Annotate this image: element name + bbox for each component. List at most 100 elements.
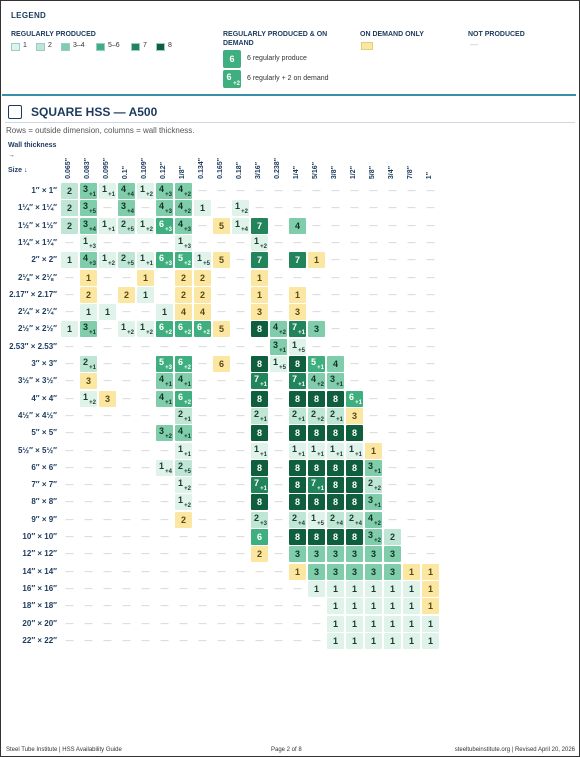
availability-cell: 8 [308, 459, 325, 476]
availability-cell: 7 [289, 252, 306, 269]
cell-main: 2 [66, 220, 72, 231]
column-header: 3/16″ [255, 162, 262, 179]
not-produced: — [65, 601, 74, 611]
not-produced: — [122, 635, 131, 645]
availability-cell: 8 [346, 425, 363, 442]
not-produced: — [141, 462, 150, 472]
cell-extra: +1 [317, 365, 324, 371]
not-produced: — [274, 272, 283, 282]
not-produced: — [426, 480, 435, 490]
on-demand-cell: 1 [403, 563, 420, 580]
cell-main: 3 [389, 549, 395, 560]
cell-main: 1 [351, 601, 357, 612]
cell-main: 1 [370, 583, 376, 594]
cell-main: 1 [82, 391, 88, 402]
cell-main: 5 [218, 324, 224, 335]
availability-cell: 1 +2 [232, 200, 249, 217]
cell-main: 2 [180, 272, 186, 283]
cell-main: 1 [427, 583, 433, 594]
not-produced: — [84, 532, 93, 541]
cell-main: 7 [294, 255, 300, 266]
not-produced: — [103, 601, 112, 611]
row-label: 12″ × 12″ [22, 549, 57, 559]
cell-extra: +2 [165, 434, 172, 441]
on-demand-cell: 4 [194, 304, 211, 321]
cell-main: 6 [177, 357, 183, 367]
legend-group-title: REGULARLY PRODUCED & ON DEMAND [223, 31, 328, 47]
availability-cell: 8 [289, 477, 306, 494]
availability-cell: 2 +4 [346, 511, 363, 528]
availability-cell: 1 +2 [175, 494, 192, 511]
availability-cell: 8 [308, 390, 325, 407]
availability-cell: 2 +5 [175, 459, 192, 476]
cell-main: 1 [332, 635, 338, 646]
cell-main: 1 [196, 253, 202, 264]
on-demand-cell: 1 [422, 598, 439, 615]
not-produced: — [160, 237, 169, 247]
availability-cell: 4 +1 [175, 373, 192, 390]
availability-cell: 4 +3 [175, 217, 192, 234]
cell-main: 1 [142, 272, 148, 283]
not-produced: — [198, 480, 207, 490]
row-label: 18″ × 18″ [22, 601, 57, 611]
column-header: 1/4″ [293, 165, 300, 179]
not-produced: — [407, 237, 416, 247]
not-produced: — [426, 220, 435, 230]
availability-cell: 3 +1 [80, 321, 97, 338]
cell-main: 4 [120, 184, 126, 194]
cell-main: 2 [367, 478, 373, 489]
column-header: 0.095″ [103, 158, 110, 179]
cell-main: 5 [310, 357, 316, 367]
not-produced: — [198, 514, 207, 524]
cell-main: 2 [120, 253, 126, 264]
availability-cell: 1 [61, 321, 78, 338]
not-produced: — [122, 514, 131, 524]
row-label: 1½″ × 1½″ [17, 220, 57, 230]
not-produced: — [331, 220, 340, 230]
not-produced: — [274, 601, 283, 611]
cell-extra: +1 [260, 416, 267, 423]
availability-cell: 1 +2 [251, 234, 268, 251]
cell-extra: +3 [165, 365, 172, 371]
cell-extra: +2 [184, 261, 191, 268]
cell-extra: +1 [279, 347, 286, 354]
availability-cell: 3 [308, 563, 325, 580]
not-produced: — [426, 272, 435, 282]
cell-main: 8 [313, 428, 319, 439]
availability-cell: 1 +2 [80, 390, 97, 407]
cell-main: 7 [256, 220, 262, 231]
cell-main: 7 [253, 478, 259, 489]
not-produced: — [388, 255, 397, 265]
on-demand-cell: 5 [213, 321, 230, 338]
legend-swatch [11, 43, 20, 51]
not-produced: — [217, 186, 226, 195]
not-produced: — [350, 341, 359, 351]
not-produced: — [236, 272, 245, 282]
cell-main: 1 [66, 324, 72, 335]
cell-main: 1 [332, 601, 338, 612]
not-produced: — [331, 341, 340, 351]
cell-extra: +3 [165, 209, 172, 216]
cell-extra: +2 [184, 330, 191, 337]
not-produced: — [388, 480, 397, 490]
cell-main: 1 [291, 443, 297, 454]
cell-extra: +1 [108, 226, 115, 233]
cell-main: 4 [82, 253, 88, 264]
availability-cell: 8 [251, 356, 268, 372]
footer-right: steeltubeinstitute.org | Revised April 2… [454, 747, 575, 753]
row-label: 5½″ × 5½″ [17, 445, 57, 455]
legend: LEGEND REGULARLY PRODUCED 1 2 3–4 5–6 7 8 REG… [2, 2, 576, 96]
cell-main: 6 [229, 54, 235, 64]
cell-main: 4 [158, 391, 164, 402]
availability-cell: 5 +3 [156, 356, 173, 372]
availability-cell: 3 +2 [156, 425, 173, 442]
not-produced: — [426, 497, 435, 507]
not-produced: — [407, 186, 416, 195]
cell-main: 8 [313, 497, 319, 508]
not-produced: — [274, 289, 283, 299]
on-demand-cell: 2 [175, 286, 192, 303]
not-produced: — [198, 497, 207, 507]
not-produced: — [160, 341, 169, 351]
legend-example-text: 6 regularly + 2 on demand [247, 75, 329, 82]
